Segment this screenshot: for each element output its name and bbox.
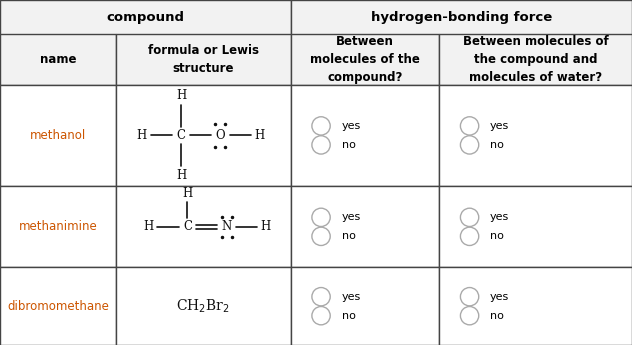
Bar: [291, 0, 632, 34]
Bar: [116, 186, 291, 267]
Text: yes: yes: [341, 292, 361, 302]
Bar: [116, 34, 291, 85]
Bar: [0, 34, 116, 85]
Bar: [116, 267, 291, 345]
Text: Between molecules of
the compound and
molecules of water?: Between molecules of the compound and mo…: [463, 35, 609, 84]
Text: yes: yes: [341, 213, 361, 222]
Bar: [291, 267, 439, 345]
Text: H: H: [254, 129, 265, 142]
Text: Between
molecules of the
compound?: Between molecules of the compound?: [310, 35, 420, 84]
Bar: [291, 34, 439, 85]
Text: H: H: [176, 89, 186, 102]
Text: no: no: [490, 231, 504, 241]
Text: methanol: methanol: [30, 129, 86, 142]
Text: H: H: [182, 187, 193, 200]
Text: CH$_2$Br$_2$: CH$_2$Br$_2$: [176, 297, 230, 315]
Text: H: H: [143, 220, 154, 233]
Text: N: N: [221, 220, 232, 233]
Text: methanimine: methanimine: [18, 220, 97, 233]
Bar: [439, 267, 632, 345]
Bar: [439, 34, 632, 85]
Text: name: name: [40, 53, 76, 66]
Text: C: C: [183, 220, 192, 233]
Text: O: O: [216, 129, 225, 142]
Bar: [291, 85, 439, 186]
Text: H: H: [137, 129, 147, 142]
Bar: [439, 186, 632, 267]
Text: yes: yes: [490, 213, 509, 222]
Bar: [0, 186, 116, 267]
Text: yes: yes: [490, 121, 509, 131]
Text: no: no: [341, 140, 355, 150]
Text: hydrogen-bonding force: hydrogen-bonding force: [371, 11, 552, 24]
Text: compound: compound: [106, 11, 185, 24]
Text: H: H: [260, 220, 271, 233]
Bar: [0, 267, 116, 345]
Text: no: no: [341, 311, 355, 321]
Bar: [116, 85, 291, 186]
Text: yes: yes: [490, 292, 509, 302]
Text: no: no: [490, 140, 504, 150]
Text: yes: yes: [341, 121, 361, 131]
Text: dibromomethane: dibromomethane: [7, 300, 109, 313]
Text: no: no: [490, 311, 504, 321]
Text: H: H: [176, 169, 186, 181]
Bar: [0, 0, 291, 34]
Bar: [0, 85, 116, 186]
Text: C: C: [176, 129, 186, 142]
Bar: [439, 85, 632, 186]
Text: no: no: [341, 231, 355, 241]
Bar: [291, 186, 439, 267]
Text: formula or Lewis
structure: formula or Lewis structure: [148, 44, 258, 75]
